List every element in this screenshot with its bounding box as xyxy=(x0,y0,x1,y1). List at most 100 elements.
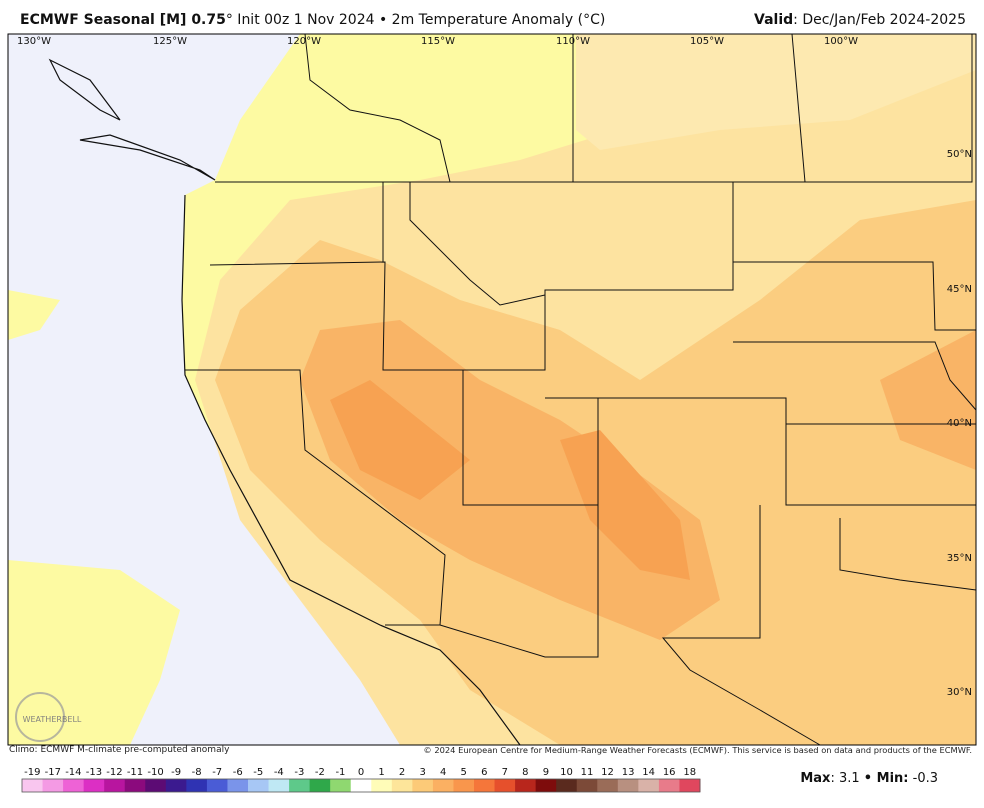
colorbar-label: -6 xyxy=(233,767,243,778)
colorbar-label: 13 xyxy=(622,767,635,778)
colorbar-swatch xyxy=(330,779,352,792)
ocean xyxy=(8,34,520,745)
colorbar-label: -1 xyxy=(335,767,345,778)
anomaly-area xyxy=(576,34,976,150)
colorbar-swatch xyxy=(617,779,639,792)
colorbar-swatch xyxy=(371,779,393,792)
anomaly-area xyxy=(880,330,976,470)
longitude-label: 110°W xyxy=(556,36,590,47)
colorbar-swatch xyxy=(289,779,311,792)
colorbar-frame xyxy=(21,778,701,793)
longitude-label: 115°W xyxy=(421,36,455,47)
colorbar-label: 1 xyxy=(378,767,384,778)
colorbar-swatch xyxy=(248,779,270,792)
stats: Max: 3.1 • Min: -0.3 xyxy=(800,771,938,786)
colorbar-swatch xyxy=(124,779,146,792)
title-rest: ° Init 00z 1 Nov 2024 • 2m Temperature A… xyxy=(225,12,606,28)
colorbar-label: -8 xyxy=(192,767,202,778)
colorbar-swatch xyxy=(268,779,290,792)
colorbar-label: -11 xyxy=(127,767,143,778)
colorbar-label: -9 xyxy=(171,767,181,778)
colorbar-label: 18 xyxy=(683,767,696,778)
colorbar-label: -3 xyxy=(294,767,304,778)
colorbar-swatch xyxy=(350,779,372,792)
title-bold: ECMWF Seasonal [M] 0.75 xyxy=(20,12,226,28)
logo-mark xyxy=(15,692,65,742)
colorbar-label: 4 xyxy=(440,767,446,778)
anomaly-area xyxy=(8,290,60,340)
longitude-label: 130°W xyxy=(17,36,51,47)
colorbar-label: 16 xyxy=(663,767,676,778)
colorbar-label: 5 xyxy=(461,767,467,778)
climo-note: Climo: ECMWF M-climate pre-computed anom… xyxy=(9,745,230,755)
colorbar-swatch xyxy=(474,779,496,792)
anomaly-area xyxy=(8,560,180,745)
colorbar-swatch xyxy=(658,779,680,792)
title: ECMWF Seasonal [M] 0.75° Init 00z 1 Nov … xyxy=(20,12,605,28)
max-label: Max xyxy=(800,771,831,786)
colorbar-label: 10 xyxy=(560,767,573,778)
colorbar-label: -2 xyxy=(315,767,325,778)
latitude-label: 30°N xyxy=(947,687,972,698)
anomaly-area xyxy=(560,430,690,580)
colorbar-swatch xyxy=(63,779,85,792)
colorbar-label: 8 xyxy=(522,767,528,778)
colorbar-label: 0 xyxy=(358,767,364,778)
coastline xyxy=(181,194,521,746)
longitude-label: 120°W xyxy=(287,36,321,47)
colorbar-swatch xyxy=(22,779,44,792)
colorbar-swatch xyxy=(227,779,249,792)
longitude-label: 125°W xyxy=(153,36,187,47)
colorbar-label: 7 xyxy=(502,767,508,778)
colorbar-label: 3 xyxy=(419,767,425,778)
colorbar-label: 9 xyxy=(543,767,549,778)
colorbar-label: 14 xyxy=(642,767,655,778)
colorbar-label: -17 xyxy=(45,767,61,778)
colorbar-swatch xyxy=(145,779,167,792)
colorbar-label: -13 xyxy=(86,767,102,778)
longitude-label: 105°W xyxy=(690,36,724,47)
colorbar-swatch xyxy=(556,779,578,792)
max-sep: : xyxy=(830,771,835,786)
colorbar-swatch xyxy=(494,779,516,792)
colorbar-swatch xyxy=(206,779,228,792)
min-value: -0.3 xyxy=(912,771,938,786)
anomaly-area xyxy=(330,380,470,500)
colorbar-swatch xyxy=(515,779,537,792)
colorbar-swatch xyxy=(165,779,187,792)
colorbar-label: -10 xyxy=(147,767,163,778)
colorbar-swatch xyxy=(391,779,413,792)
latitude-label: 50°N xyxy=(947,149,972,160)
colorbar-label: -4 xyxy=(274,767,284,778)
colorbar-label: -7 xyxy=(212,767,222,778)
colorbar-label: -19 xyxy=(24,767,40,778)
copyright: © 2024 European Centre for Medium-Range … xyxy=(423,745,972,755)
map-frame xyxy=(7,33,977,746)
colorbar-swatch xyxy=(679,779,701,792)
valid: Valid: Dec/Jan/Feb 2024-2025 xyxy=(754,12,966,28)
latitude-label: 40°N xyxy=(947,418,972,429)
colorbar-swatch xyxy=(535,779,557,792)
longitude-label: 100°W xyxy=(824,36,858,47)
latitude-label: 45°N xyxy=(947,284,972,295)
coastline xyxy=(48,58,216,181)
colorbar-label: 2 xyxy=(399,767,405,778)
valid-label: Valid xyxy=(754,12,794,28)
colorbar-swatch xyxy=(104,779,126,792)
colorbar-label: 11 xyxy=(581,767,594,778)
colorbar-swatch xyxy=(597,779,619,792)
logo: WEATHERBELL xyxy=(23,715,82,724)
colorbar-swatch xyxy=(42,779,64,792)
colorbar-label: -12 xyxy=(106,767,122,778)
colorbar-swatch xyxy=(432,779,454,792)
colorbar-swatch xyxy=(638,779,660,792)
colorbar-label: 12 xyxy=(601,767,614,778)
colorbar-swatch xyxy=(186,779,208,792)
anomaly-area xyxy=(300,320,720,640)
colorbar: -19 -17 -14 -13 -12 -11 -10 -9 -8 -7 -6 -5 -4 -3 -2 -1 0… xyxy=(21,767,701,793)
colorbar-swatch xyxy=(453,779,475,792)
min-label: • Min: xyxy=(863,771,909,786)
colorbar-label: -14 xyxy=(65,767,81,778)
